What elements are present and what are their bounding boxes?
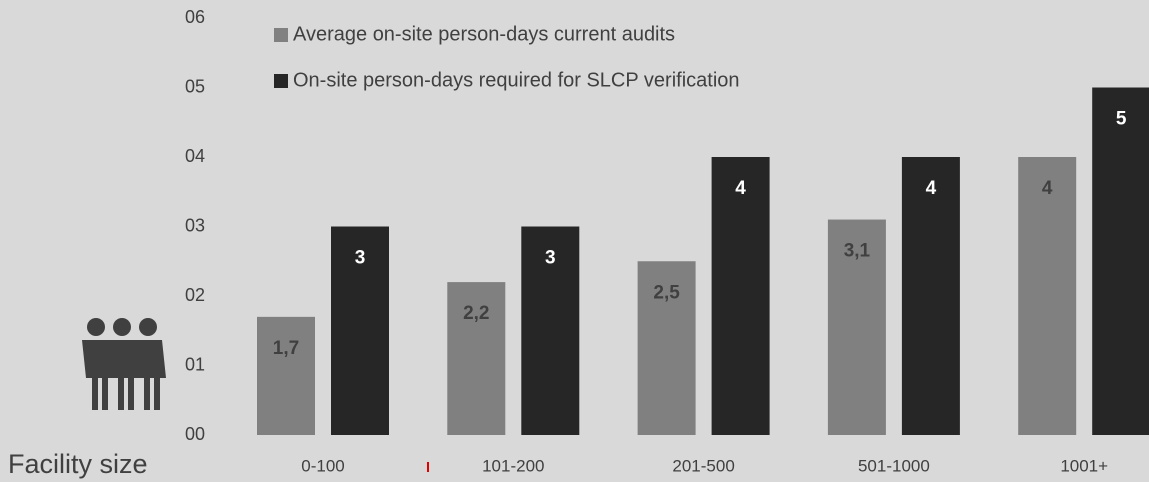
bar	[521, 226, 580, 435]
x-axis-label: Facility size	[8, 449, 148, 479]
legend-swatch	[274, 74, 288, 88]
y-tick-label: 03	[185, 215, 205, 235]
bar	[1018, 157, 1077, 435]
x-tick-label: 501-1000	[858, 456, 930, 475]
legend-label: On-site person-days required for SLCP ve…	[293, 69, 740, 91]
people-icon	[82, 318, 166, 410]
y-tick-label: 05	[185, 76, 205, 96]
bar	[827, 219, 886, 435]
value-label: 4	[1042, 178, 1053, 199]
value-label: 1,7	[273, 338, 299, 359]
value-label: 5	[1116, 109, 1127, 130]
bar	[637, 261, 696, 435]
bar	[711, 157, 770, 435]
bar	[1092, 87, 1149, 435]
y-tick-label: 01	[185, 354, 205, 374]
y-tick-label: 04	[185, 146, 205, 166]
bar	[257, 316, 315, 435]
y-tick-label: 00	[185, 424, 205, 444]
value-label: 3	[545, 248, 556, 269]
y-tick-label: 02	[185, 285, 205, 305]
value-label: 4	[926, 178, 937, 199]
bar	[901, 157, 960, 435]
legend-label: Average on-site person-days current audi…	[293, 23, 675, 45]
value-label: 2,2	[463, 303, 489, 324]
x-tick-label: 101-200	[482, 456, 544, 475]
value-label: 2,5	[653, 282, 680, 303]
x-tick-label: 1001+	[1060, 456, 1108, 475]
x-tick-label: 0-100	[301, 456, 344, 475]
value-label: 3,1	[844, 241, 871, 262]
legend-swatch	[274, 28, 288, 42]
bar	[331, 226, 389, 435]
value-label: 4	[735, 178, 746, 199]
y-tick-label: 06	[185, 7, 205, 27]
bar	[447, 282, 506, 435]
value-label: 3	[355, 248, 366, 269]
x-tick-label: 201-500	[672, 456, 734, 475]
